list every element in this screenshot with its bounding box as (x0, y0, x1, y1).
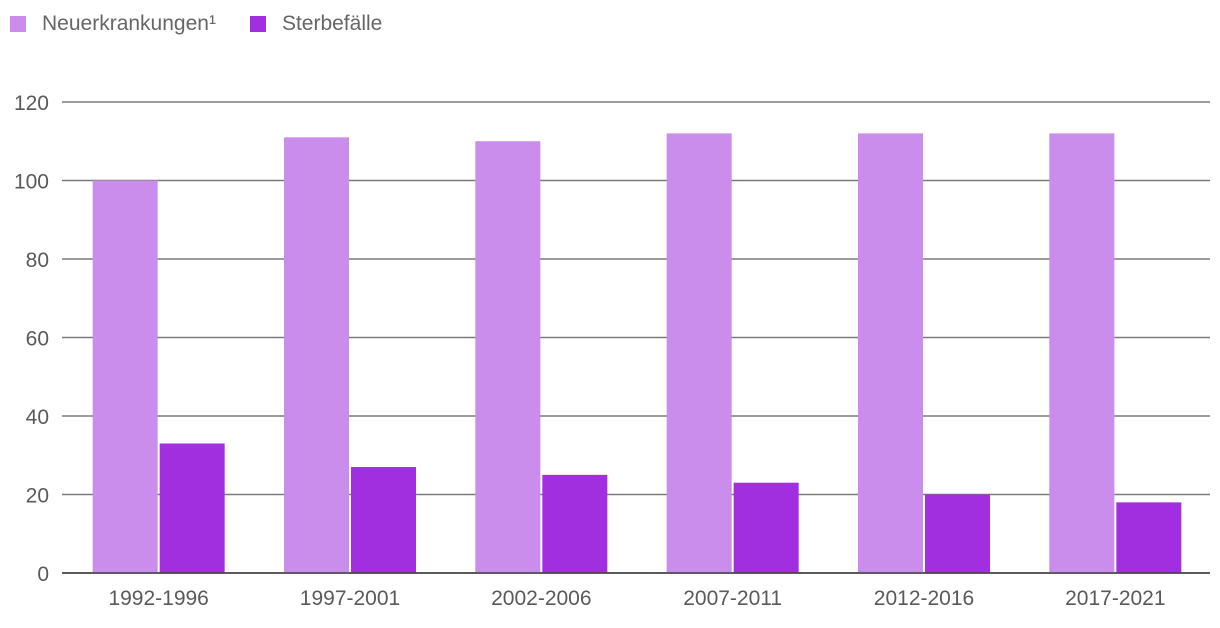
legend: Neuerkrankungen¹ Sterbefälle (10, 12, 416, 36)
grid-lines (62, 101, 1210, 574)
x-axis: 1992-1996 1997-2001 2002-2006 2007-2011 2012… (62, 572, 1210, 610)
x-tick-label: 1997-2001 (300, 587, 400, 610)
y-tick-label: 60 (26, 328, 49, 351)
legend-item-neuerkrankungen[interactable]: Neuerkrankungen¹ (10, 12, 216, 36)
bar-neuerkrankungen-2002-2006[interactable] (475, 141, 541, 573)
bars (92, 133, 1182, 574)
x-tick-label: 2007-2011 (683, 587, 782, 610)
bar-sterbefaelle-2002-2006[interactable] (542, 474, 608, 573)
legend-item-sterbefaelle[interactable]: Sterbefälle (249, 12, 383, 36)
bar-sterbefaelle-1992-1996[interactable] (159, 443, 225, 573)
bar-neuerkrankungen-1992-1996[interactable] (92, 180, 158, 574)
y-axis: 0 20 40 60 80 100 120 (14, 92, 49, 586)
y-tick-label: 80 (26, 249, 49, 272)
legend-label-sterbefaelle: Sterbefälle (281, 12, 383, 35)
bar-sterbefaelle-2017-2021[interactable] (1116, 502, 1182, 573)
bar-sterbefaelle-2007-2011[interactable] (733, 482, 799, 573)
x-tick-label: 2012-2016 (874, 587, 974, 610)
x-tick-label: 1992-1996 (108, 587, 208, 610)
legend-swatch-sterbefaelle (249, 16, 266, 32)
y-tick-label: 100 (14, 171, 49, 194)
y-tick-label: 120 (14, 92, 49, 115)
legend-label-neuerkrankungen: Neuerkrankungen¹ (42, 12, 216, 35)
x-tick-label: 2017-2021 (1065, 587, 1165, 610)
x-tick-label: 2002-2006 (491, 587, 591, 610)
y-tick-label: 20 (26, 485, 49, 508)
bar-sterbefaelle-1997-2001[interactable] (351, 467, 416, 573)
bar-neuerkrankungen-2017-2021[interactable] (1049, 133, 1115, 573)
bar-neuerkrankungen-1997-2001[interactable] (284, 137, 349, 573)
bar-neuerkrankungen-2007-2011[interactable] (666, 133, 732, 573)
bar-sterbefaelle-2012-2016[interactable] (925, 494, 990, 574)
bar-neuerkrankungen-2012-2016[interactable] (858, 133, 923, 573)
y-tick-label: 0 (37, 563, 49, 586)
y-tick-label: 40 (26, 406, 49, 429)
legend-swatch-neuerkrankungen (10, 16, 26, 32)
